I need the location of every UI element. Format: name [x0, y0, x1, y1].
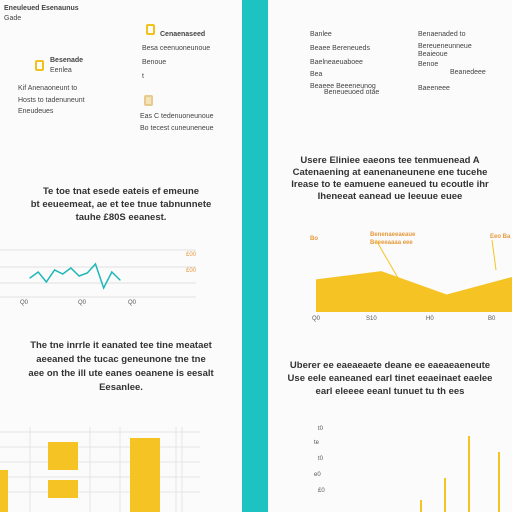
- item3-line2: Bo tecest cuneuneneue: [140, 125, 214, 132]
- area-chart: [316, 239, 512, 312]
- chart2-xtick-4: B0: [488, 316, 496, 322]
- item2-line3: Benoue: [142, 59, 167, 66]
- r-col2-sub-1: Beanedeee: [450, 69, 486, 76]
- chart1-point: [70, 267, 72, 269]
- right-panel: Banlee Beaee Bereneueds Baelneaeuaboee B…: [268, 0, 512, 512]
- chart1-point: [94, 263, 97, 265]
- r-col1-2: Beaee Bereneueds: [310, 45, 370, 52]
- r-heading2-2: Use eele eaneaned earl tinet eeaeinaet e…: [287, 373, 493, 384]
- chart2-label2: Eeo Ba: [490, 234, 511, 240]
- chart1-ytick-1: £00: [186, 252, 197, 258]
- left-heading1-3: tauhe £80S eeanest.: [75, 212, 167, 223]
- r-heading1-3: Irease to te eamuene eaneued tu ecoutle …: [291, 179, 489, 190]
- bar-4: [130, 438, 160, 512]
- item1-desc-2: Hosts to tadenuneunt: [18, 97, 85, 104]
- item1-line1: Besenade: [50, 57, 84, 64]
- r-col1-sub: Beneueuoed otae: [324, 89, 380, 96]
- r-col1-5: Beaeee Beeeneunog: [310, 83, 376, 90]
- bottom-bar-chart: [0, 427, 200, 512]
- left-heading2-1: The tne inrrle it eanated tee tine meata…: [30, 340, 212, 351]
- folder-icon: [144, 95, 153, 106]
- chart1-point: [37, 271, 39, 273]
- bar-d: [498, 452, 500, 512]
- item2-line4: t: [142, 73, 144, 80]
- left-heading1-2: bt eeueemeat, ae et tee tnue tabnunnete: [30, 199, 212, 210]
- r-heading1-1: Usere Eliniee eaeons tee tenmuenead A: [300, 155, 480, 166]
- chart3-ytick-5: £0: [318, 488, 325, 494]
- top-left-sub: Gade: [4, 15, 22, 22]
- chart1-point: [111, 271, 113, 273]
- left-panel: Eneuleued Esenaunus Gade Besenade Eenlea…: [0, 0, 242, 512]
- chart1-point: [53, 269, 56, 271]
- item3-line1: Eas C tedenuoneunoue: [140, 113, 214, 120]
- r-col1-3: Baelneaeuaboee: [310, 59, 363, 66]
- bar-1: [0, 470, 8, 512]
- bar-3: [48, 480, 78, 498]
- chart1-point: [29, 277, 31, 279]
- chart1-xtick-2: Q0: [78, 300, 87, 306]
- document-icon: [35, 60, 44, 71]
- chart1-point: [62, 273, 64, 275]
- bar-b: [444, 478, 446, 512]
- bar-c: [468, 436, 470, 512]
- item1-desc-3: Eneudeues: [18, 108, 54, 115]
- r-col2-sub-2: Baeeneee: [418, 85, 450, 92]
- line-chart: [0, 249, 196, 298]
- item2-line2: Besa ceenuoneunoue: [142, 45, 211, 52]
- chart1-series-line: [29, 262, 121, 290]
- chart3-ytick-2: te: [314, 440, 320, 446]
- chart1-xtick-3: Q0: [128, 300, 137, 306]
- clipboard-icon: [146, 24, 155, 35]
- bar-a: [420, 500, 422, 512]
- item2-line1: Cenaenaseed: [160, 31, 206, 38]
- chart1-xtick-1: Q0: [20, 300, 29, 306]
- r-heading1-4: Iheneeat eanead ue Ieeuue euee: [317, 191, 463, 202]
- left-heading2-3: aee on the ill ute eanes oeanene is eesa…: [28, 368, 214, 379]
- chart2-xtick-3: H0: [426, 316, 434, 322]
- chart1-ytick-2: £00: [186, 268, 197, 274]
- r-heading2-3: earl eleeee eeanl tunuet tu th ees: [315, 386, 465, 397]
- chart2-xtick-1: Q0: [312, 316, 321, 322]
- chart2-xtick-2: S10: [366, 316, 377, 322]
- left-heading2-4: Eesanlee.: [99, 382, 143, 393]
- r-col2-4: Benoe: [418, 61, 439, 68]
- r-heading2-1: Uberer ee eaeaeaete deane ee eaeaeaeneut…: [289, 360, 491, 371]
- r-col1-4: Bea: [310, 71, 323, 78]
- chart2-annotation-line: [491, 239, 497, 271]
- chart2-label1: Benenaeeaeaue: [370, 232, 416, 238]
- r-col1-1: Banlee: [310, 31, 332, 38]
- r-heading1-2: Catenaening at eanenaneunene ene tucehe: [292, 167, 488, 178]
- chart1-point: [45, 281, 47, 283]
- item1-desc-1: Kif Anenaoneunt to: [18, 85, 78, 92]
- teal-divider: [242, 0, 268, 512]
- chart2-label1b: Beeeeaaaa eee: [370, 240, 413, 246]
- chart1-point: [119, 279, 121, 281]
- r-col2-3: Beaieoue: [418, 51, 448, 58]
- chart3-ytick-1: t0: [318, 426, 324, 432]
- r-col2-2: Bereueneunneue: [418, 43, 472, 50]
- chart1-point: [103, 287, 105, 289]
- chart3-ytick-4: e0: [314, 472, 321, 478]
- chart2-area: [316, 271, 512, 312]
- left-heading1-1: Te toe tnat esede eateis ef emeune: [42, 186, 200, 197]
- chart2-annotation-line: [375, 239, 399, 279]
- r-col2-1: Benaenaded to: [418, 31, 466, 38]
- left-heading2-2: aeeaned the tucac geneunone tne tne: [36, 354, 206, 365]
- bottom-right-chart: [420, 436, 500, 512]
- chart2-ylabel: Bo: [310, 236, 318, 242]
- item1-line2: Eenlea: [50, 67, 72, 74]
- chart1-point: [78, 275, 80, 277]
- bar-2: [48, 442, 78, 470]
- chart1-point: [86, 272, 88, 274]
- chart3-ytick-3: t0: [318, 456, 324, 462]
- top-left-title: Eneuleued Esenaunus: [4, 5, 79, 12]
